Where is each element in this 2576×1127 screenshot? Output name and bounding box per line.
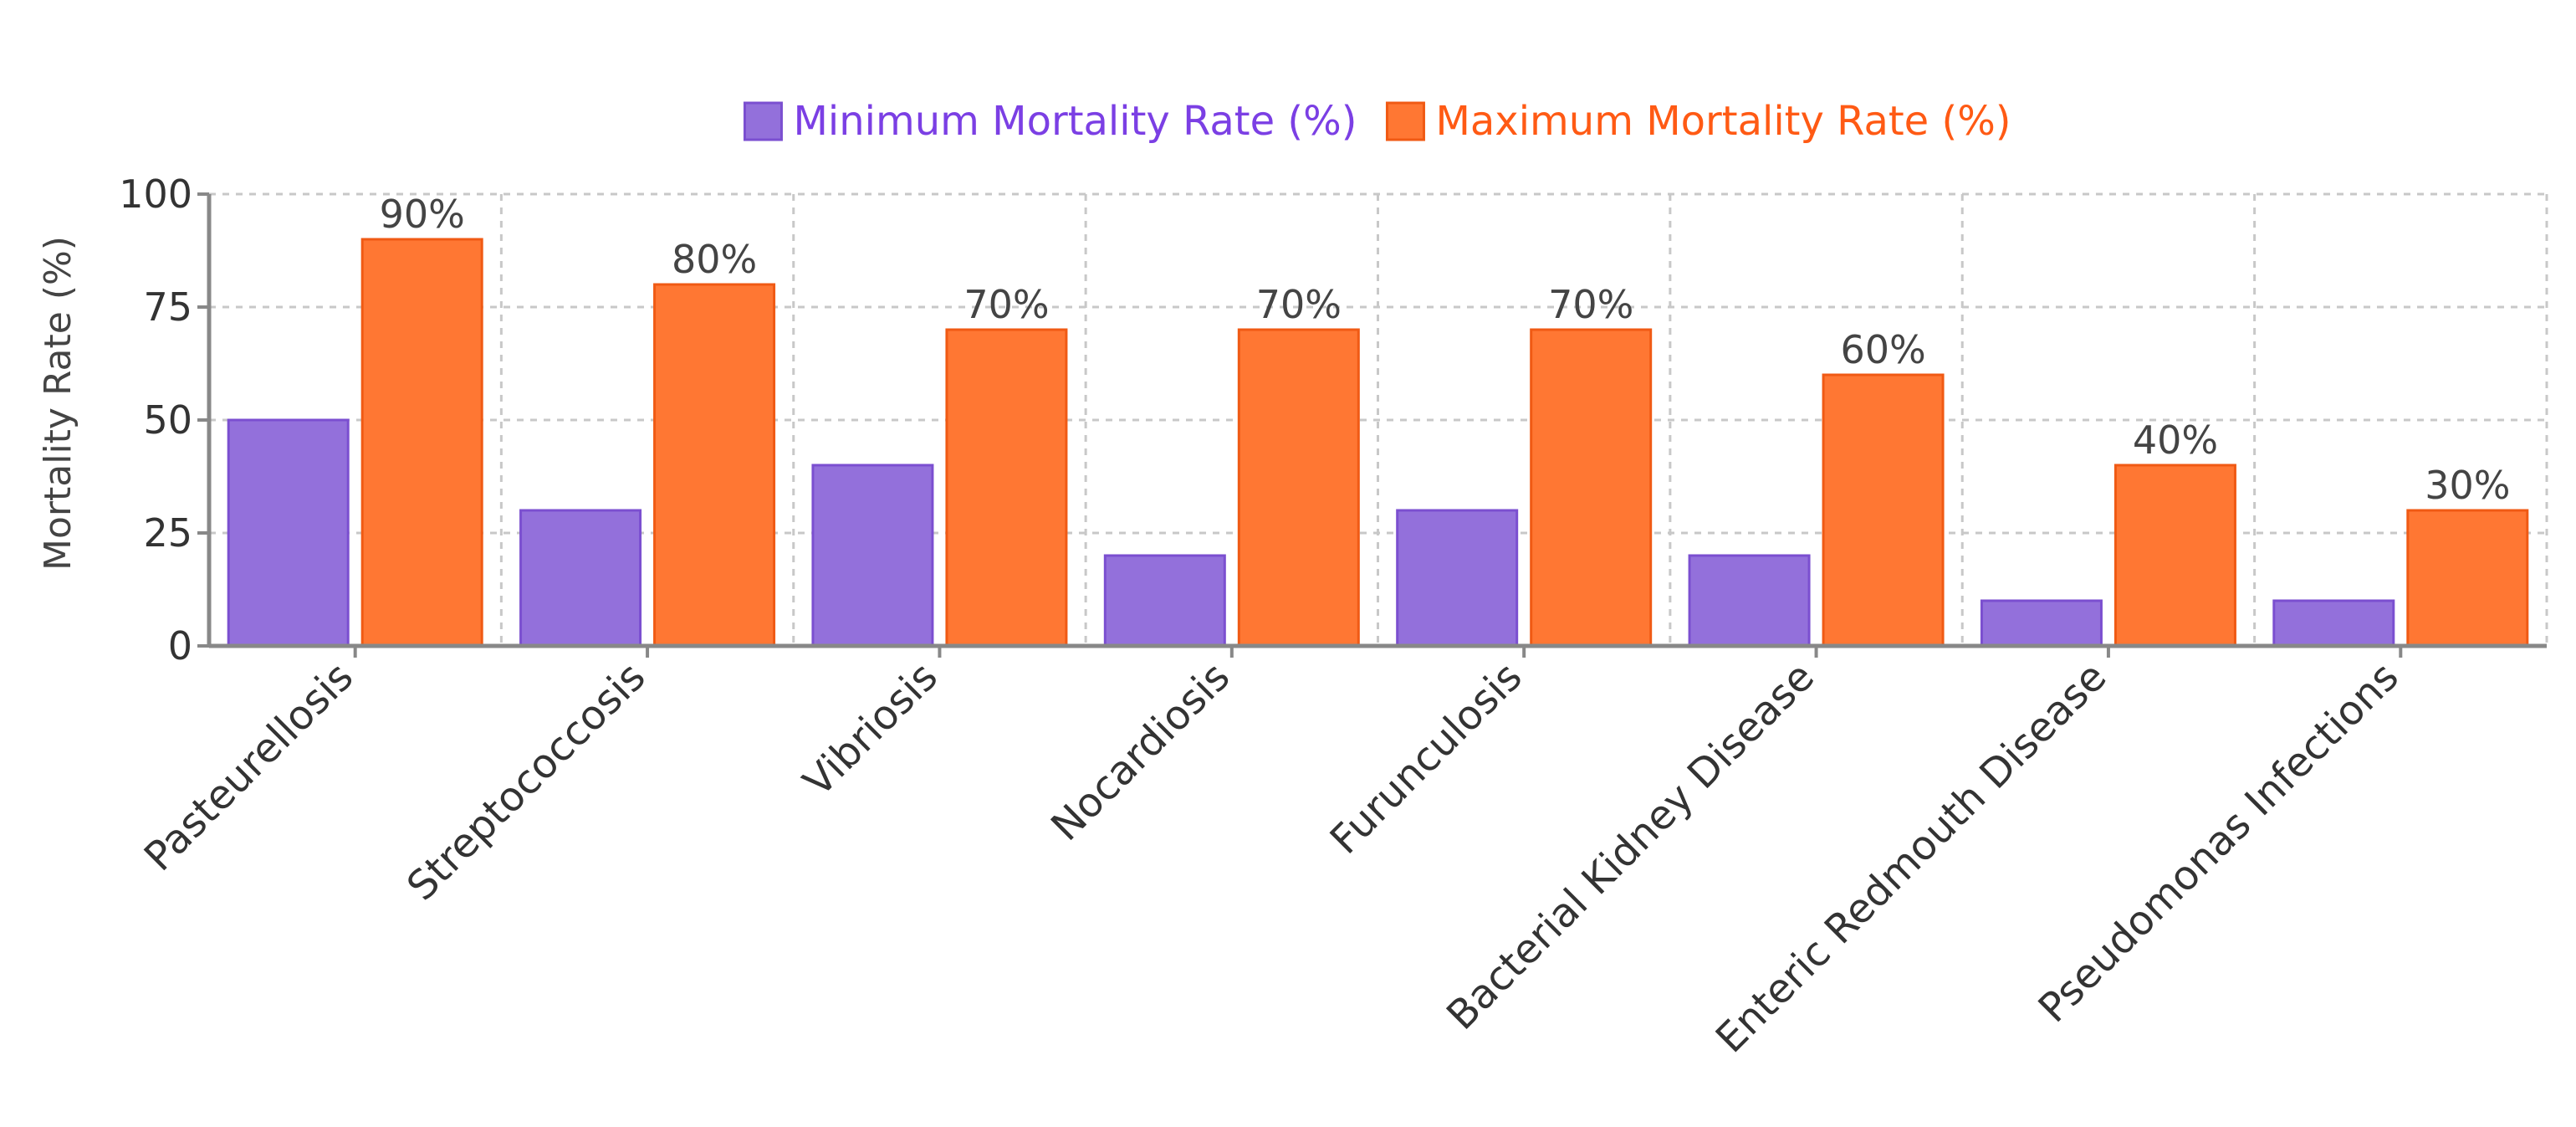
bar-max[interactable] xyxy=(945,328,1068,648)
bar-max[interactable] xyxy=(1822,373,1945,648)
data-label: 90% xyxy=(380,192,465,237)
legend-swatch xyxy=(1385,101,1425,141)
y-axis-title: Mortality Rate (%) xyxy=(37,236,79,571)
bar-min[interactable] xyxy=(811,464,934,648)
legend-item[interactable]: Minimum Mortality Rate (%) xyxy=(743,98,1357,145)
bar-max[interactable] xyxy=(1237,328,1360,648)
bar-min[interactable] xyxy=(2272,599,2395,648)
legend-label: Minimum Mortality Rate (%) xyxy=(793,98,1357,145)
legend: Minimum Mortality Rate (%) Maximum Mortal… xyxy=(743,98,2011,145)
data-label: 30% xyxy=(2425,463,2510,508)
legend-swatch xyxy=(743,101,783,141)
data-label: 40% xyxy=(2133,418,2218,463)
data-label: 70% xyxy=(963,282,1049,327)
bar-min[interactable] xyxy=(1980,599,2103,648)
grid xyxy=(209,192,2548,646)
data-label: 80% xyxy=(672,237,757,282)
y-tick-label: 25 xyxy=(143,510,192,556)
bar-min[interactable] xyxy=(227,418,350,648)
x-category-label: Streptococcosis xyxy=(398,653,654,909)
bar-max[interactable] xyxy=(2113,464,2236,648)
legend-label: Maximum Mortality Rate (%) xyxy=(1435,98,2011,145)
bar-max[interactable] xyxy=(1530,328,1653,648)
data-label: 60% xyxy=(1840,327,1925,372)
data-label: 70% xyxy=(1548,282,1633,327)
x-category-label: Vibriosis xyxy=(795,653,947,806)
x-category-label: Furunculosis xyxy=(1321,653,1531,863)
x-category-label: Nocardiosis xyxy=(1042,653,1239,850)
y-tick-label: 50 xyxy=(143,397,192,443)
bar-max[interactable] xyxy=(360,238,483,648)
bars xyxy=(227,238,2529,648)
bar-min[interactable] xyxy=(1103,554,1226,648)
bar-min[interactable] xyxy=(1688,554,1811,648)
bar-min[interactable] xyxy=(1396,509,1519,648)
y-tick-label: 75 xyxy=(143,284,192,330)
y-tick-label: 100 xyxy=(119,172,192,217)
data-label: 70% xyxy=(1256,282,1342,327)
bar-min[interactable] xyxy=(519,509,642,648)
y-tick-label: 0 xyxy=(168,623,192,669)
legend-item[interactable]: Maximum Mortality Rate (%) xyxy=(1385,98,2011,145)
axes: 0 25 50 75 100 xyxy=(119,172,2547,669)
bar-max[interactable] xyxy=(2406,509,2529,648)
x-category-label: Pasteurellosis xyxy=(135,653,362,880)
bar-max[interactable] xyxy=(653,283,776,648)
